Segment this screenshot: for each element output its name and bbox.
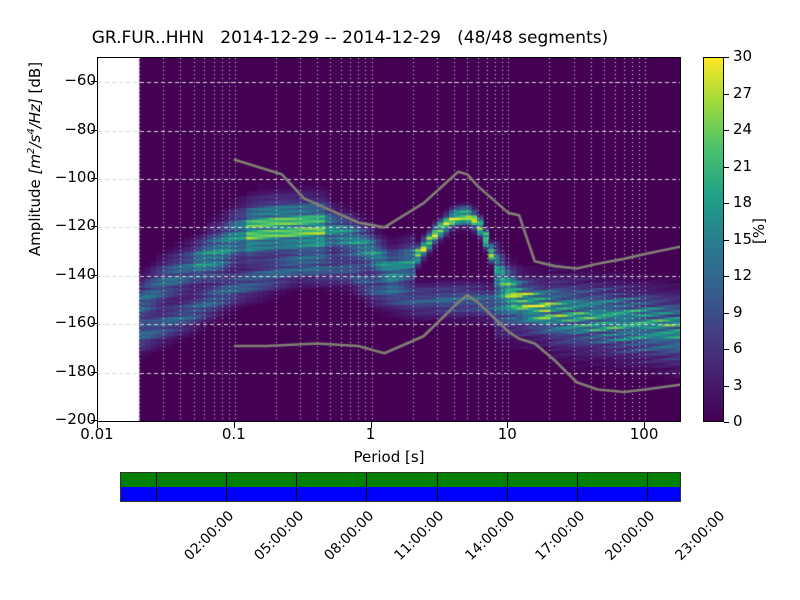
time-axis-tick-label: 02:00:00 (181, 508, 238, 564)
colorbar-tick-mark (724, 94, 729, 95)
time-coverage-divider (226, 473, 227, 501)
time-axis-tick-label: 08:00:00 (321, 508, 378, 564)
y-axis-tick-label: −100 (54, 168, 96, 186)
colorbar-tick-label: 27 (733, 83, 753, 102)
y-axis-tick-label: −160 (54, 313, 96, 332)
page-title: GR.FUR..HHN 2014-12-29 -- 2014-12-29 (48… (91, 28, 609, 48)
time-axis-tick-label: 20:00:00 (602, 508, 659, 564)
y-axis-label-units: [m2/s4/Hz] (26, 93, 44, 175)
colorbar-tick-mark (724, 313, 729, 314)
y-axis-tick-mark (91, 372, 97, 373)
colorbar-tick-label: 18 (733, 193, 753, 211)
colorbar-tick-label: 21 (733, 156, 753, 175)
colorbar-tick-label: 0 (733, 412, 743, 430)
y-axis-label-name: Amplitude (26, 179, 44, 257)
colorbar-tick-mark (724, 203, 729, 204)
y-axis-tick-label: −180 (54, 361, 96, 380)
colorbar-tick-label: 30 (733, 47, 753, 65)
y-axis-tick-label: −60 (64, 71, 96, 90)
y-axis-tick-mark (91, 275, 97, 276)
x-axis-tick-mark (371, 422, 372, 428)
x-axis-tick-label: 100 (629, 425, 659, 443)
colorbar[interactable] (703, 57, 724, 422)
time-axis-tick-label: 11:00:00 (391, 508, 448, 564)
time-coverage-divider (647, 473, 648, 501)
colorbar-unit-label: [%] (750, 218, 768, 244)
x-axis-tick-mark (97, 422, 98, 428)
time-coverage-divider (437, 473, 438, 501)
colorbar-tick-label: 12 (733, 266, 753, 284)
time-axis-tick-label: 17:00:00 (532, 508, 588, 564)
noise-model-curves (98, 58, 680, 421)
y-axis-tick-mark (91, 323, 97, 324)
colorbar-tick-mark (724, 422, 729, 423)
colorbar-tick-label: 6 (733, 339, 743, 357)
y-axis-tick-label: −120 (54, 216, 96, 235)
colorbar-tick-mark (724, 130, 729, 131)
y-axis-tick-label: −80 (64, 119, 96, 138)
x-axis-tick-mark (234, 422, 235, 428)
x-axis-tick-label: 10 (497, 425, 517, 443)
time-coverage-divider (577, 473, 578, 501)
colorbar-tick-mark (724, 57, 729, 58)
y-axis-label: Amplitude [m2/s4/Hz] [dB] (26, 0, 44, 339)
y-axis-tick-label: −140 (54, 264, 96, 283)
y-axis-tick-mark (91, 81, 97, 82)
time-axis-tick-label: 23:00:00 (672, 508, 729, 564)
time-coverage-divider (507, 473, 508, 501)
y-axis-tick-label: −200 (54, 410, 96, 428)
colorbar-tick-label: 9 (733, 302, 743, 321)
time-coverage-bar[interactable] (120, 472, 681, 502)
x-axis-tick-mark (644, 422, 645, 428)
time-coverage-upper (121, 473, 680, 487)
colorbar-tick-mark (724, 386, 729, 387)
time-coverage-divider (296, 473, 297, 501)
colorbar-tick-mark (724, 167, 729, 168)
y-axis-tick-mark (91, 420, 97, 421)
time-axis-tick-label: 05:00:00 (251, 508, 308, 564)
time-coverage-divider (156, 473, 157, 501)
y-axis-tick-mark (91, 178, 97, 179)
x-axis-tick-mark (507, 422, 508, 428)
time-coverage-lower (121, 487, 680, 501)
y-axis-tick-mark (91, 226, 97, 227)
colorbar-tick-mark (724, 240, 729, 241)
time-coverage-divider (366, 473, 367, 501)
time-axis-tick-label: 14:00:00 (461, 508, 518, 564)
x-axis-label: Period [s] (353, 448, 425, 466)
ppsd-plot-area[interactable] (97, 57, 681, 422)
colorbar-tick-label: 15 (733, 229, 753, 248)
colorbar-tick-mark (724, 349, 729, 350)
colorbar-tick-label: 3 (733, 375, 743, 394)
colorbar-tick-mark (724, 276, 729, 277)
x-axis-tick-label: 1 (365, 425, 376, 443)
x-axis-tick-label: 0.1 (221, 425, 246, 443)
colorbar-tick-label: 24 (733, 120, 753, 138)
y-axis-tick-mark (91, 130, 97, 131)
y-axis-label-scale: [dB] (26, 61, 44, 94)
x-axis-tick-label: 0.01 (80, 425, 114, 443)
